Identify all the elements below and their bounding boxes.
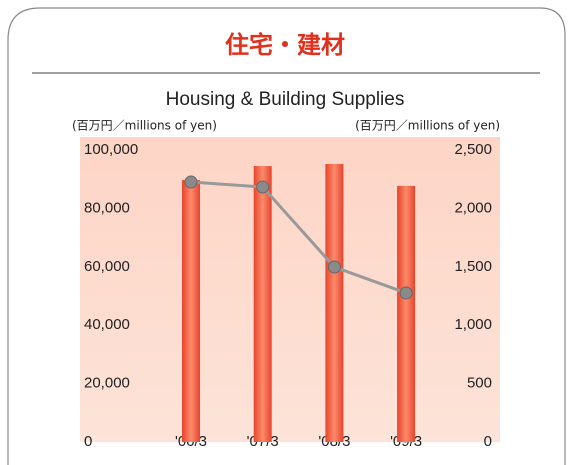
line-marker <box>184 175 198 189</box>
bar <box>325 164 344 443</box>
y-tick-label: 80,000 <box>84 199 130 216</box>
y2-tick-label: 0 <box>484 433 492 450</box>
y2-tick-label: 2,000 <box>454 199 492 216</box>
chart-subtitle: Housing & Building Supplies <box>166 89 405 110</box>
y2-tick-label: 1,000 <box>454 316 492 333</box>
line <box>190 180 407 295</box>
y-tick-label: 20,000 <box>84 375 130 392</box>
line-marker <box>399 286 413 300</box>
frame <box>7 7 566 465</box>
y-tick-label: 100,000 <box>84 141 138 158</box>
chart-title: 住宅・建材 <box>225 31 345 59</box>
y2-tick-label: 1,500 <box>454 258 492 275</box>
y-tick-label: 0 <box>84 433 92 450</box>
y2-axis-label: (百万円／millions of yen) <box>355 119 500 133</box>
bar <box>397 185 416 442</box>
bar <box>182 180 200 443</box>
line-marker <box>256 180 270 194</box>
y2-tick-label: 2,500 <box>454 141 492 158</box>
line-marker <box>327 260 341 274</box>
y2-tick-label: 500 <box>467 375 492 392</box>
y-tick-label: 40,000 <box>84 316 130 333</box>
bar <box>253 166 272 442</box>
y-axis-label: (百万円／millions of yen) <box>72 119 217 133</box>
plot-background <box>80 137 500 442</box>
y-tick-label: 60,000 <box>84 258 130 275</box>
